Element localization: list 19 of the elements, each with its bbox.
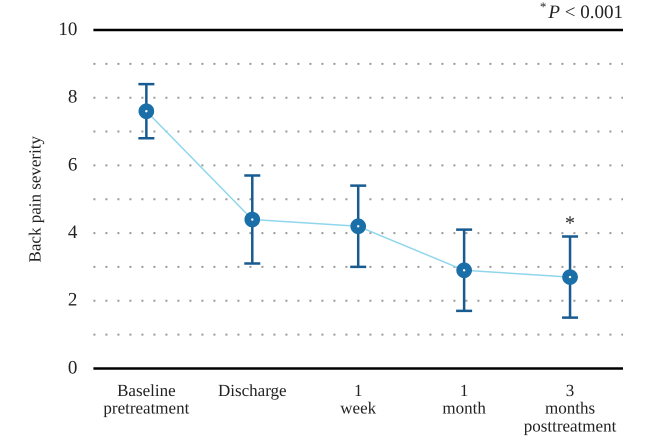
point: [456, 262, 472, 278]
y-tick-label: 4: [68, 222, 78, 244]
point: [350, 218, 366, 234]
y-tick-label: 2: [68, 290, 78, 311]
y-tick-label: 6: [68, 154, 78, 176]
y-tick-label: 10: [58, 18, 78, 40]
x-tick-label: 1 week: [340, 380, 377, 418]
annotation: *: [565, 212, 576, 235]
x-tick-label: 1 month: [442, 380, 486, 418]
point: [562, 269, 578, 285]
x-tick-label: Discharge: [218, 380, 287, 400]
x-tick-label: 3 months posttreatment: [524, 380, 617, 436]
y-tick-label: 0: [68, 357, 78, 378]
y-axis-title: Back pain severity: [26, 135, 45, 262]
point: [138, 103, 154, 119]
y-tick-label: 8: [68, 86, 78, 108]
x-tick-label: Baseline pretreatment: [103, 380, 190, 418]
point: [244, 212, 260, 228]
text: *P < 0.001: [540, 0, 624, 23]
